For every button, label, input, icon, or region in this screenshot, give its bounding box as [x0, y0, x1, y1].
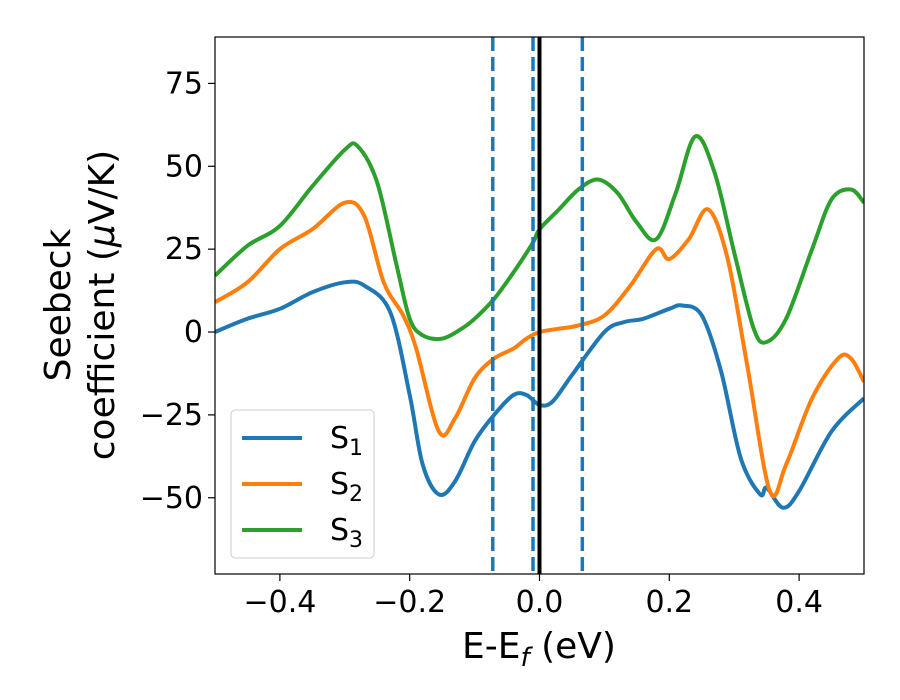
legend-frame	[230, 409, 375, 559]
x-tick-label: 0.4	[775, 585, 823, 620]
legend: S1 S2 S3	[230, 409, 375, 559]
y-tick-label: −50	[140, 481, 203, 516]
legend-label-s3: S3	[330, 513, 363, 553]
x-axis-title: E-Ef (eV)	[462, 626, 616, 673]
x-tick-label: −0.4	[243, 585, 316, 620]
y-tick-label: 50	[165, 149, 203, 184]
y-axis-title-line2: coefficient (μV/K)	[82, 150, 123, 460]
x-tick-label: −0.2	[373, 585, 446, 620]
y-tick-label: 0	[184, 315, 203, 350]
legend-label-s2: S2	[330, 467, 363, 507]
y-tick-label: 75	[165, 66, 203, 101]
x-tick-label: 0.2	[645, 585, 693, 620]
series-line-s1	[215, 279, 864, 510]
y-tick-label: 25	[165, 232, 203, 267]
axes: −0.4 −0.2 0.0 0.2 0.4 75 50 25 0 −25 −50	[140, 36, 865, 620]
y-axis-title: Seebeck coefficient (μV/K)	[38, 150, 123, 460]
plot-inner	[215, 37, 864, 574]
plot-area	[215, 37, 864, 574]
y-axis-title-line1: Seebeck	[38, 228, 79, 381]
y-tick-label: −25	[140, 398, 203, 433]
series-line-s3	[215, 134, 864, 345]
x-tick-label: 0.0	[516, 585, 564, 620]
series-line-s2	[215, 199, 864, 499]
legend-label-s1: S1	[330, 421, 363, 461]
